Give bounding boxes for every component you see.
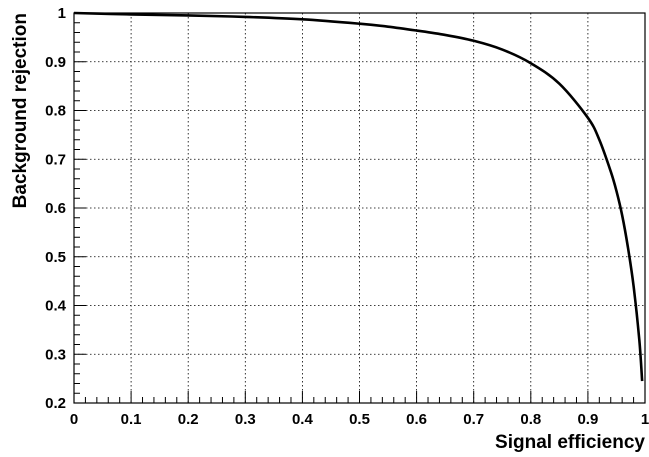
y-tick-label: 0.7 [45,151,66,168]
x-tick-labels: 0 0.1 0.2 0.3 0.4 0.5 0.6 0.7 0.8 0.9 1 [70,411,649,428]
x-tick-label: 0.3 [235,411,256,428]
y-tick-label: 0.8 [45,103,66,120]
y-tick-labels: 0.2 0.3 0.4 0.5 0.6 0.7 0.8 0.9 1 [45,5,67,412]
x-tick-label: 0.8 [520,411,541,428]
x-tick-label: 0.1 [121,411,142,428]
y-tick-label: 1 [58,5,66,22]
y-tick-label: 0.3 [45,346,66,363]
x-axis-title: Signal efficiency [495,432,645,453]
axis-ticks [73,12,646,404]
x-tick-label: 1 [641,411,649,428]
roc-curve-line [73,11,644,382]
y-tick-label: 0.2 [45,395,66,412]
x-tick-label: 0.6 [406,411,427,428]
x-tick-label: 0.4 [292,411,314,428]
x-tick-label: 0.9 [577,411,598,428]
y-tick-label: 0.9 [45,54,66,71]
x-tick-label: 0.2 [178,411,199,428]
y-tick-label: 0.6 [45,200,66,217]
x-tick-label: 0 [70,411,78,428]
grid-lines [74,13,645,403]
y-tick-label: 0.5 [45,249,66,266]
x-tick-label: 0.7 [463,411,484,428]
y-tick-label: 0.4 [45,298,67,315]
y-axis-title: Background rejection [10,13,31,208]
x-tick-label: 0.5 [349,411,370,428]
